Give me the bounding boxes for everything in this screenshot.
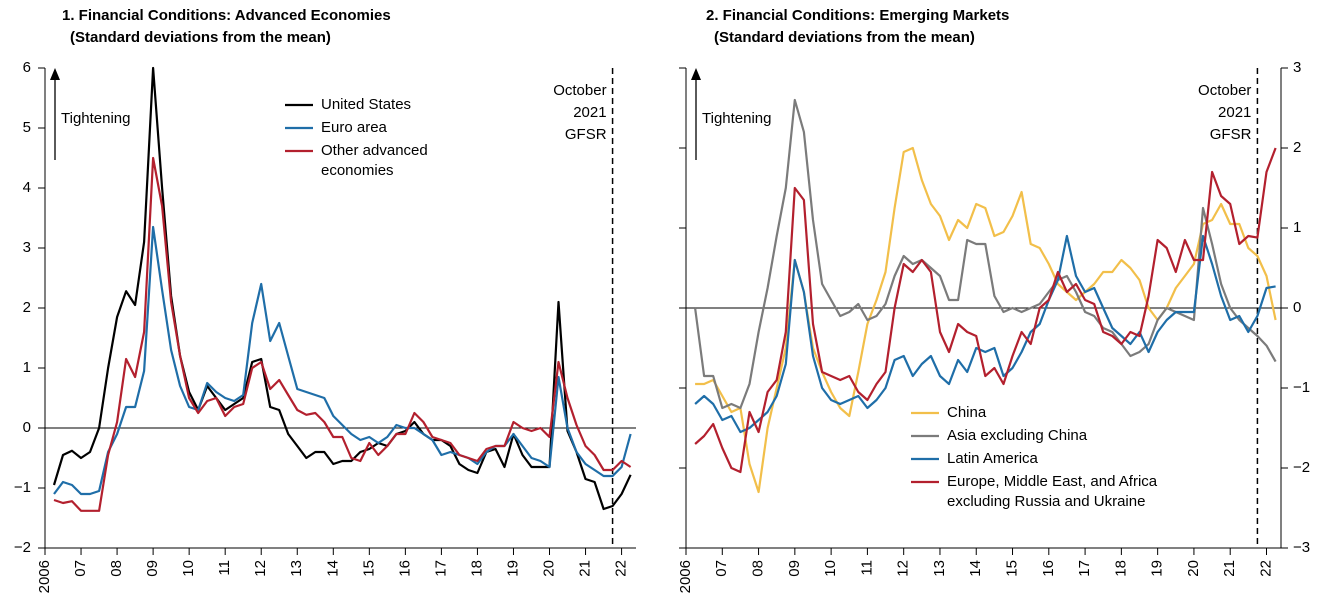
x-tick-label: 10 xyxy=(822,560,839,577)
x-tick-label: 19 xyxy=(1149,560,1166,577)
series-line xyxy=(694,147,1277,474)
x-tick-label: 18 xyxy=(1112,560,1129,577)
y-tick-label: −3 xyxy=(1293,539,1310,556)
reference-label: October xyxy=(1198,82,1251,99)
reference-label: October xyxy=(553,82,606,99)
arrow-head xyxy=(50,68,60,80)
reference-label: 2021 xyxy=(1218,104,1251,121)
reference-label: 2021 xyxy=(573,104,606,121)
x-tick-label: 07 xyxy=(713,560,730,577)
x-tick-label: 13 xyxy=(288,560,305,577)
y-tick-label: 0 xyxy=(1293,299,1301,316)
x-tick-label: 12 xyxy=(252,560,269,577)
x-tick-label: 16 xyxy=(396,560,413,577)
x-tick-label: 20 xyxy=(540,560,557,577)
legend-label: Other advanced economies xyxy=(321,142,432,179)
y-tick-label: 3 xyxy=(1293,59,1301,76)
x-tick-label: 15 xyxy=(1003,560,1020,577)
x-tick-label: 09 xyxy=(786,560,803,577)
y-tick-label: 0 xyxy=(23,419,31,436)
y-tick-label: 4 xyxy=(23,179,31,196)
x-tick-label: 16 xyxy=(1040,560,1057,577)
series-line xyxy=(52,66,632,511)
chart-subtitle: (Standard deviations from the mean) xyxy=(70,29,331,46)
chart-subtitle: (Standard deviations from the mean) xyxy=(714,29,975,46)
x-tick-label: 17 xyxy=(1076,560,1093,577)
y-tick-label: −2 xyxy=(14,539,31,556)
x-tick-label: 08 xyxy=(750,560,767,577)
x-tick-label: 14 xyxy=(967,560,984,577)
legend-label: Europe, Middle East, and Africa excludin… xyxy=(947,473,1161,510)
legend-label: China xyxy=(947,404,987,421)
arrow-head xyxy=(691,68,701,80)
x-tick-label: 17 xyxy=(432,560,449,577)
x-tick-label: 15 xyxy=(360,560,377,577)
chart-title: 2. Financial Conditions: Emerging Market… xyxy=(706,7,1009,24)
reference-label: GFSR xyxy=(565,126,607,143)
legend-label: Asia excluding China xyxy=(947,427,1088,444)
y-tick-label: −2 xyxy=(1293,459,1310,476)
y-tick-label: 6 xyxy=(23,59,31,76)
x-tick-label: 07 xyxy=(72,560,89,577)
x-tick-label: 21 xyxy=(1221,560,1238,577)
y-tick-label: 5 xyxy=(23,119,31,136)
y-tick-label: 2 xyxy=(23,299,31,316)
x-tick-label: 08 xyxy=(108,560,125,577)
x-tick-label: 13 xyxy=(931,560,948,577)
y-tick-label: −1 xyxy=(1293,379,1310,396)
x-tick-label: 11 xyxy=(216,560,233,576)
x-tick-label: 11 xyxy=(858,560,875,576)
x-tick-label: 20 xyxy=(1185,560,1202,577)
x-tick-label: 18 xyxy=(468,560,485,577)
x-tick-label: 22 xyxy=(1257,560,1274,577)
legend-label: Latin America xyxy=(947,450,1039,467)
series-line xyxy=(694,234,1276,434)
x-tick-label: 2006 xyxy=(677,560,694,593)
series-line xyxy=(694,98,1277,410)
legend-label: Euro area xyxy=(321,119,388,136)
series-line xyxy=(53,225,632,496)
x-tick-label: 12 xyxy=(895,560,912,577)
y-tick-label: −1 xyxy=(14,479,31,496)
y-tick-label: 2 xyxy=(1293,139,1301,156)
reference-label: GFSR xyxy=(1210,126,1252,143)
series-line xyxy=(53,156,632,512)
x-tick-label: 09 xyxy=(144,560,161,577)
x-tick-label: 10 xyxy=(180,560,197,577)
x-tick-label: 21 xyxy=(577,560,594,577)
y-tick-label: 1 xyxy=(1293,219,1301,236)
chart-title: 1. Financial Conditions: Advanced Econom… xyxy=(62,7,391,24)
annotation: Tightening xyxy=(61,110,131,127)
x-tick-label: 22 xyxy=(613,560,630,577)
x-tick-label: 2006 xyxy=(36,560,53,593)
annotation: Tightening xyxy=(702,110,772,127)
x-tick-label: 19 xyxy=(504,560,521,577)
y-tick-label: 3 xyxy=(23,239,31,256)
legend-label: United States xyxy=(321,96,411,113)
x-tick-label: 14 xyxy=(324,560,341,577)
y-tick-label: 1 xyxy=(23,359,31,376)
